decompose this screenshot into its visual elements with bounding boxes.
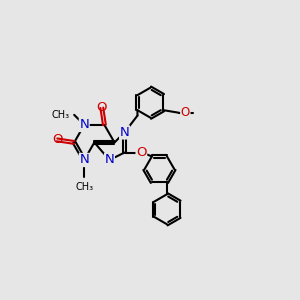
Text: N: N [105,154,114,166]
Text: O: O [136,146,147,159]
Text: CH₃: CH₃ [51,110,70,120]
Text: O: O [97,101,107,114]
Text: CH₃: CH₃ [75,182,93,192]
Text: O: O [52,134,62,146]
Text: N: N [120,126,129,139]
Text: N: N [80,154,89,166]
Text: O: O [181,106,190,119]
Text: N: N [80,118,89,131]
